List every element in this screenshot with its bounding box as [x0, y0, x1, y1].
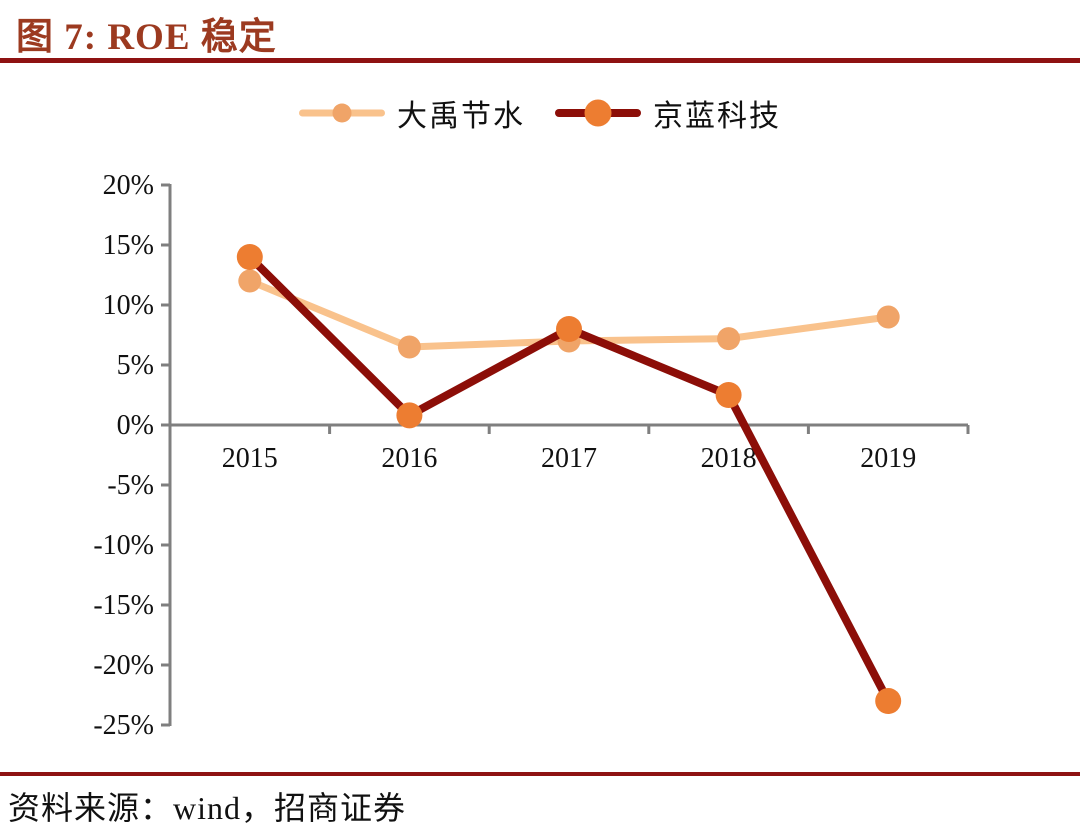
- chart-legend: 大禹节水 京蓝科技: [0, 91, 1080, 135]
- dayu-marker-swatch: [332, 103, 352, 123]
- series-marker-1: [396, 402, 423, 429]
- y-axis-label: 15%: [103, 230, 154, 261]
- y-axis-label: -15%: [93, 590, 154, 621]
- y-axis-label: -20%: [93, 650, 154, 681]
- y-axis-label: 20%: [103, 170, 154, 201]
- legend-sample-jinglan: [555, 99, 641, 127]
- series-marker-0: [717, 327, 741, 351]
- legend-item-jinglan: 京蓝科技: [555, 91, 781, 135]
- series-marker-1: [556, 316, 582, 342]
- series-marker-0: [876, 305, 900, 329]
- legend-item-dayu: 大禹节水: [299, 91, 525, 135]
- jinglan-marker-swatch: [584, 99, 612, 127]
- x-axis-label: 2018: [701, 443, 757, 474]
- x-axis-label: 2019: [860, 443, 916, 474]
- x-axis-label: 2016: [381, 443, 437, 474]
- y-axis-label: -10%: [93, 530, 154, 561]
- y-axis-label: -5%: [107, 470, 154, 501]
- series-marker-1: [715, 382, 742, 408]
- y-axis-label: 10%: [103, 290, 154, 321]
- y-axis-label: 5%: [117, 350, 154, 381]
- legend-sample-dayu: [299, 99, 385, 127]
- legend-label-jinglan: 京蓝科技: [653, 100, 781, 133]
- title-rule: [0, 58, 1080, 63]
- series-marker-0: [397, 335, 421, 359]
- series-marker-1: [236, 244, 263, 270]
- y-axis-label: -25%: [93, 710, 154, 741]
- legend-label-dayu: 大禹节水: [397, 100, 525, 133]
- source-text: 资料来源：wind，招商证券: [8, 790, 407, 826]
- series-marker-0: [238, 269, 262, 293]
- footer-rule: [0, 772, 1080, 776]
- figure-title: 图 7: ROE 稳定: [16, 17, 277, 58]
- x-axis-label: 2015: [222, 443, 278, 474]
- series-marker-1: [875, 688, 902, 714]
- x-axis-label: 2017: [541, 443, 597, 474]
- y-axis-label: 0%: [117, 410, 154, 441]
